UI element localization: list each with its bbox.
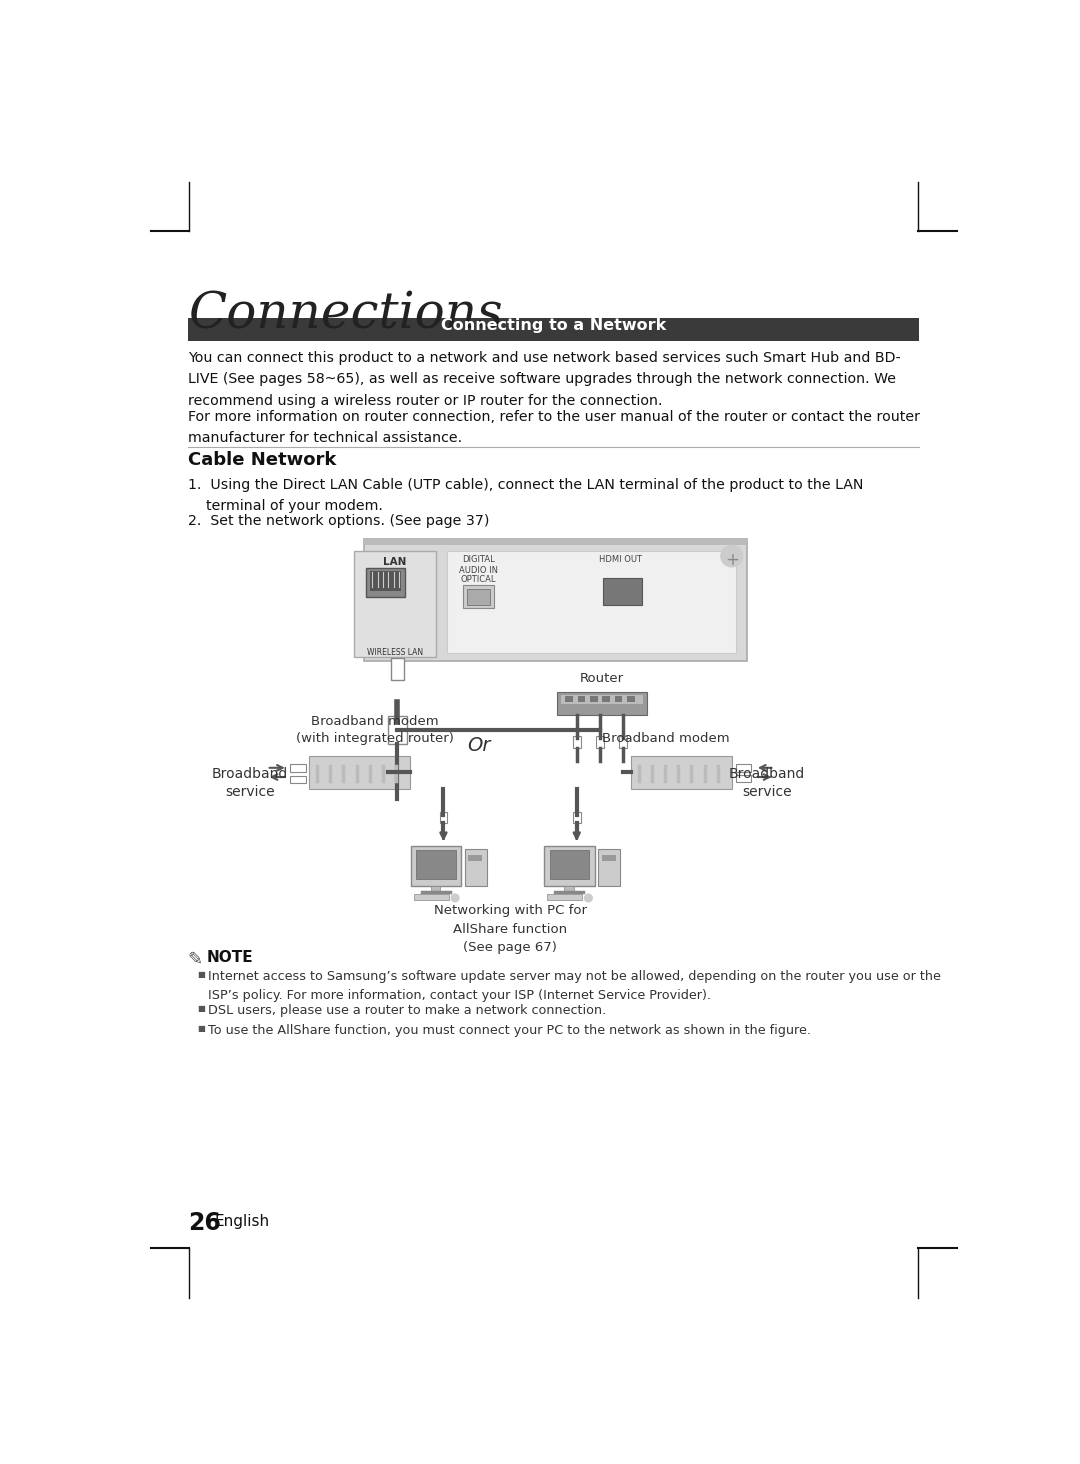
Text: ✎: ✎ [188, 950, 203, 968]
FancyBboxPatch shape [309, 757, 410, 789]
FancyBboxPatch shape [291, 776, 306, 783]
Text: DSL users, please use a router to make a network connection.: DSL users, please use a router to make a… [207, 1004, 606, 1017]
FancyBboxPatch shape [602, 855, 616, 861]
Text: Broadband modem: Broadband modem [602, 732, 730, 745]
FancyBboxPatch shape [366, 568, 405, 597]
FancyBboxPatch shape [431, 886, 441, 893]
FancyBboxPatch shape [590, 697, 597, 703]
FancyBboxPatch shape [465, 849, 487, 886]
Text: OPTICAL: OPTICAL [460, 575, 496, 584]
Text: LAN: LAN [383, 556, 407, 567]
FancyBboxPatch shape [469, 855, 482, 861]
FancyBboxPatch shape [598, 849, 620, 886]
FancyBboxPatch shape [447, 550, 735, 653]
Circle shape [451, 895, 459, 902]
FancyBboxPatch shape [388, 716, 407, 744]
FancyBboxPatch shape [467, 589, 490, 605]
Text: Or: Or [468, 736, 490, 755]
Text: ■: ■ [197, 1004, 205, 1013]
FancyBboxPatch shape [416, 851, 456, 878]
FancyBboxPatch shape [565, 697, 572, 703]
Text: Connecting to a Network: Connecting to a Network [441, 318, 666, 334]
FancyBboxPatch shape [735, 774, 751, 782]
FancyBboxPatch shape [562, 694, 643, 704]
Text: WIRELESS LAN: WIRELESS LAN [367, 647, 423, 657]
Text: Connections: Connections [188, 290, 502, 340]
FancyBboxPatch shape [565, 886, 573, 893]
Circle shape [584, 895, 592, 902]
FancyBboxPatch shape [572, 811, 581, 823]
Text: Cable Network: Cable Network [188, 451, 336, 470]
FancyBboxPatch shape [364, 539, 747, 660]
FancyBboxPatch shape [414, 895, 449, 900]
FancyBboxPatch shape [291, 764, 306, 772]
Text: Internet access to Samsung’s software update server may not be allowed, dependin: Internet access to Samsung’s software up… [207, 971, 941, 1001]
Text: 2.  Set the network options. (See page 37): 2. Set the network options. (See page 37… [188, 514, 489, 529]
FancyBboxPatch shape [578, 697, 585, 703]
FancyBboxPatch shape [603, 697, 610, 703]
FancyBboxPatch shape [548, 895, 582, 900]
Text: For more information on router connection, refer to the user manual of the route: For more information on router connectio… [188, 410, 920, 445]
Text: Broadband
service: Broadband service [729, 767, 805, 799]
FancyBboxPatch shape [615, 697, 622, 703]
FancyBboxPatch shape [364, 539, 747, 545]
FancyBboxPatch shape [631, 757, 732, 789]
FancyBboxPatch shape [557, 691, 647, 714]
Text: DIGITAL
AUDIO IN: DIGITAL AUDIO IN [459, 555, 498, 574]
Text: To use the AllShare function, you must connect your PC to the network as shown i: To use the AllShare function, you must c… [207, 1025, 811, 1037]
Text: Networking with PC for
AllShare function
(See page 67): Networking with PC for AllShare function… [433, 905, 586, 955]
FancyBboxPatch shape [369, 571, 401, 591]
FancyBboxPatch shape [544, 846, 595, 886]
Text: Router: Router [580, 672, 624, 685]
FancyBboxPatch shape [572, 736, 581, 748]
FancyBboxPatch shape [463, 586, 494, 609]
FancyBboxPatch shape [550, 851, 590, 878]
Text: ■: ■ [197, 971, 205, 979]
FancyBboxPatch shape [627, 697, 635, 703]
Circle shape [721, 545, 743, 567]
FancyBboxPatch shape [603, 578, 642, 605]
FancyBboxPatch shape [354, 550, 435, 657]
FancyBboxPatch shape [596, 736, 604, 748]
Text: Broadband
service: Broadband service [212, 767, 288, 799]
FancyBboxPatch shape [391, 659, 404, 681]
FancyBboxPatch shape [188, 318, 919, 341]
Text: Broadband modem
(with integrated router): Broadband modem (with integrated router) [296, 716, 455, 745]
FancyBboxPatch shape [619, 736, 627, 748]
FancyBboxPatch shape [440, 811, 447, 823]
FancyBboxPatch shape [410, 846, 461, 886]
Text: English: English [215, 1214, 270, 1228]
FancyBboxPatch shape [735, 764, 751, 772]
Text: +: + [725, 552, 739, 569]
Text: You can connect this product to a network and use network based services such Sm: You can connect this product to a networ… [188, 351, 901, 407]
Text: 26: 26 [188, 1211, 220, 1236]
Text: ■: ■ [197, 1025, 205, 1034]
Text: 1.  Using the Direct LAN Cable (UTP cable), connect the LAN terminal of the prod: 1. Using the Direct LAN Cable (UTP cable… [188, 477, 863, 512]
Text: HDMI OUT: HDMI OUT [599, 555, 643, 564]
Text: NOTE: NOTE [206, 950, 253, 965]
